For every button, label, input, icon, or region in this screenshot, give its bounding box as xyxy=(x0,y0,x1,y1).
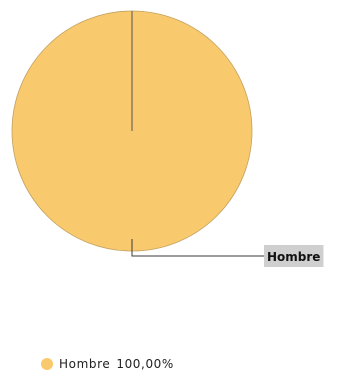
callout-hombre: Hombre xyxy=(131,239,324,267)
legend-label-hombre: Hombre xyxy=(59,357,111,371)
pie-slices-layer xyxy=(11,10,253,252)
callout-leader-line xyxy=(131,239,264,257)
callout-label: Hombre xyxy=(267,250,320,264)
legend-swatch-hombre xyxy=(41,358,53,370)
legend: Hombre 100,00% xyxy=(41,357,174,371)
callout-label-box xyxy=(264,245,324,267)
legend-percent-hombre: 100,00% xyxy=(116,357,174,371)
